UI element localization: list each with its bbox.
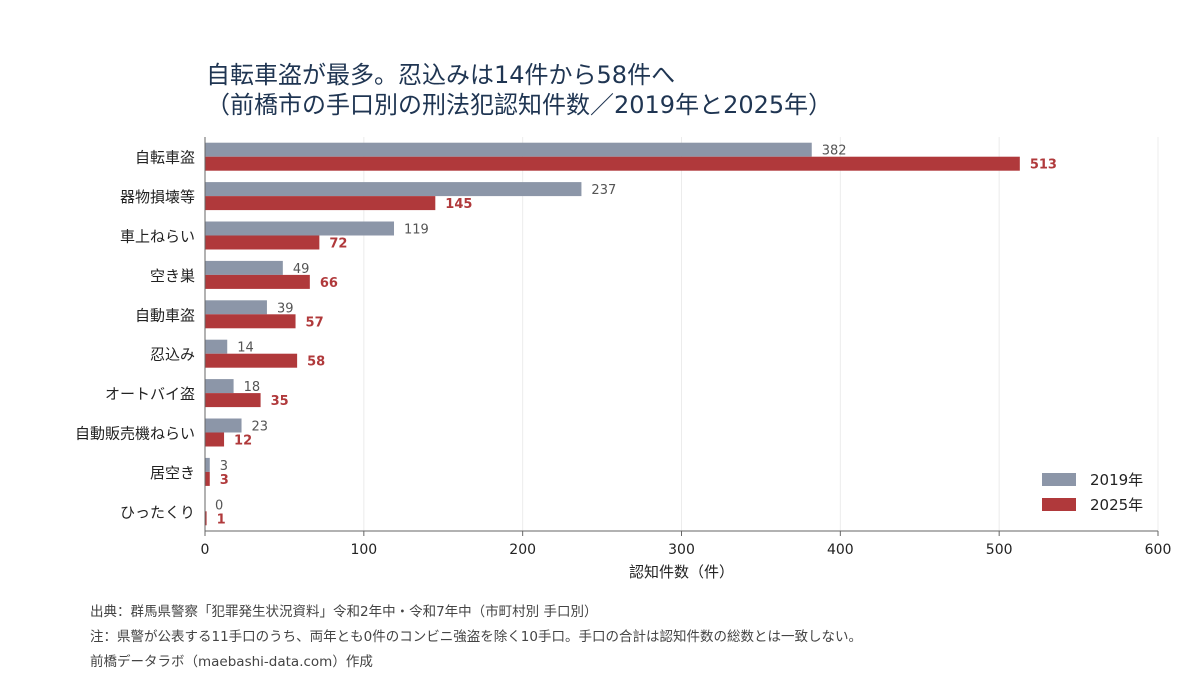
legend-swatch-2025年 bbox=[1042, 498, 1076, 511]
data-label-2025年: 58 bbox=[307, 355, 325, 370]
data-label-2019年: 14 bbox=[237, 341, 254, 356]
legend-label-2019年: 2019年 bbox=[1090, 471, 1143, 489]
data-label-2019年: 237 bbox=[591, 183, 616, 198]
bar-2019年 bbox=[205, 142, 812, 157]
data-label-2019年: 18 bbox=[244, 380, 261, 395]
data-label-2025年: 57 bbox=[306, 315, 324, 330]
data-label-2019年: 39 bbox=[277, 301, 294, 316]
bar-2025年 bbox=[205, 235, 320, 250]
data-label-2019年: 119 bbox=[404, 223, 429, 238]
x-axis-title: 認知件数（件） bbox=[629, 563, 734, 581]
x-tick-label: 500 bbox=[986, 542, 1013, 558]
x-tick-label: 200 bbox=[509, 542, 536, 558]
bar-2019年 bbox=[205, 379, 234, 394]
data-label-2025年: 3 bbox=[220, 473, 229, 488]
chart-title-line-2: （前橋市の手口別の刑法犯認知件数／2019年と2025年） bbox=[206, 91, 833, 119]
category-label: 車上ねらい bbox=[120, 228, 195, 246]
data-label-2025年: 513 bbox=[1030, 158, 1057, 173]
data-label-2019年: 23 bbox=[252, 420, 269, 435]
chart-title: 自転車盗が最多。忍込みは14件から58件へ （前橋市の手口別の刑法犯認知件数／2… bbox=[206, 60, 832, 120]
scope-note: 注：県警が公表する11手口のうち、両年とも0件のコンビニ強盗を除く10手口。手口… bbox=[90, 629, 862, 645]
bar-2025年 bbox=[205, 471, 210, 486]
category-label: ひったくり bbox=[120, 503, 195, 521]
data-label-2019年: 49 bbox=[293, 262, 310, 277]
bar-2019年 bbox=[205, 418, 242, 433]
x-tick-label: 600 bbox=[1145, 542, 1172, 558]
chart-title-line-1: 自転車盗が最多。忍込みは14件から58件へ bbox=[206, 61, 676, 89]
category-label: 器物損壊等 bbox=[120, 188, 195, 206]
credit-note: 前橋データラボ（maebashi-data.com）作成 bbox=[90, 654, 373, 670]
bar-2025年 bbox=[205, 432, 225, 447]
x-tick-label: 400 bbox=[827, 542, 854, 558]
data-label-2019年: 382 bbox=[822, 144, 847, 159]
bar-2025年 bbox=[205, 156, 1020, 171]
bar-2019年 bbox=[205, 221, 395, 236]
data-label-2019年: 3 bbox=[220, 459, 228, 474]
x-tick-label: 300 bbox=[668, 542, 695, 558]
bar-2025年 bbox=[205, 314, 296, 329]
legend-label-2025年: 2025年 bbox=[1090, 496, 1143, 514]
bar-2025年 bbox=[205, 274, 310, 289]
bar-2025年 bbox=[205, 393, 261, 408]
category-label: 自動車盗 bbox=[135, 306, 195, 324]
bar-2025年 bbox=[205, 196, 436, 211]
x-tick-label: 100 bbox=[350, 542, 377, 558]
bar-2025年 bbox=[205, 353, 298, 368]
category-label: 居空き bbox=[150, 464, 195, 482]
bar-2019年 bbox=[205, 300, 267, 315]
x-tick-label: 0 bbox=[201, 542, 210, 558]
data-label-2019年: 0 bbox=[215, 498, 223, 513]
legend-swatch-2019年 bbox=[1042, 473, 1076, 486]
footnotes: 出典：群馬県警察「犯罪発生状況資料」令和2年中・令和7年中（市町村別 手口別） … bbox=[90, 600, 862, 675]
category-label: 空き巣 bbox=[150, 267, 195, 285]
data-label-2025年: 12 bbox=[234, 434, 252, 449]
data-label-2025年: 66 bbox=[320, 276, 338, 291]
data-label-2025年: 1 bbox=[217, 512, 226, 527]
bar-2025年 bbox=[205, 511, 207, 526]
category-label: 忍込み bbox=[150, 346, 195, 364]
bar-2019年 bbox=[205, 457, 210, 472]
bar-2019年 bbox=[205, 260, 283, 275]
category-label: 自動販売機ねらい bbox=[75, 425, 195, 443]
bar-2019年 bbox=[205, 339, 228, 354]
data-label-2025年: 145 bbox=[445, 197, 472, 212]
data-label-2025年: 72 bbox=[329, 237, 347, 252]
bar-2019年 bbox=[205, 182, 582, 197]
category-label: 自転車盗 bbox=[135, 149, 195, 167]
source-note: 出典：群馬県警察「犯罪発生状況資料」令和2年中・令和7年中（市町村別 手口別） bbox=[90, 604, 598, 620]
data-label-2025年: 35 bbox=[271, 394, 289, 409]
category-label: オートバイ盗 bbox=[105, 385, 195, 403]
